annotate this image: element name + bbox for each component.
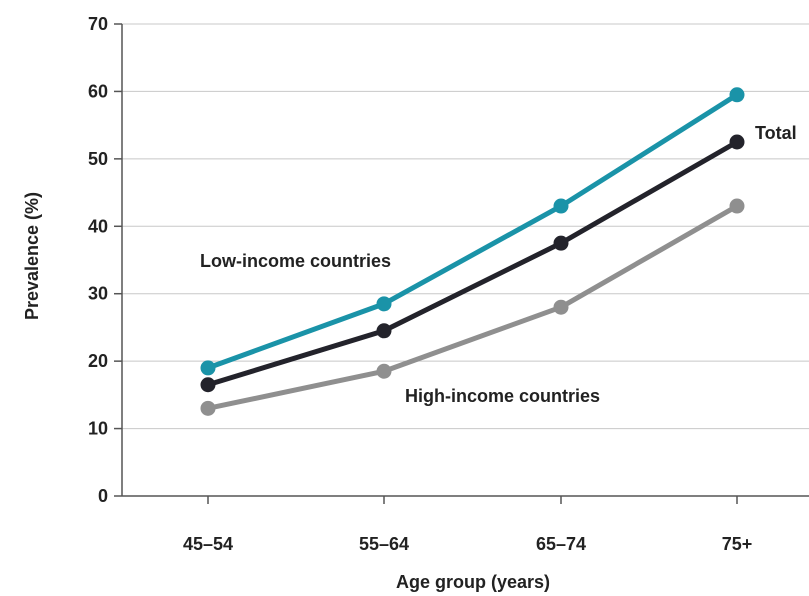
series-lines <box>200 87 745 416</box>
x-axis-title: Age group (years) <box>396 572 550 592</box>
data-point-low-income-countries <box>729 87 745 103</box>
data-point-low-income-countries <box>200 360 216 376</box>
data-point-low-income-countries <box>376 296 392 312</box>
x-tick-label: 65–74 <box>536 534 586 554</box>
series-high-income-countries <box>200 198 745 416</box>
x-tick-label: 75+ <box>722 534 753 554</box>
series-line-low-income-countries <box>205 92 740 371</box>
data-point-high-income-countries <box>729 198 745 214</box>
series-total <box>200 134 745 393</box>
y-tick-label: 60 <box>88 81 108 101</box>
series-label-total: Total <box>755 123 797 143</box>
series-label-low-income-countries: Low-income countries <box>200 251 391 271</box>
x-tick-labels: 45–54 55–64 65–74 75+ <box>183 534 752 554</box>
gridlines <box>122 23 809 430</box>
data-point-high-income-countries <box>376 363 392 379</box>
x-tick-label: 45–54 <box>183 534 233 554</box>
series-line-high-income-countries <box>205 203 740 411</box>
data-point-total <box>200 377 216 393</box>
data-point-total <box>376 323 392 339</box>
series-labels: Low-income countries Total High-income cou… <box>200 123 797 406</box>
data-point-high-income-countries <box>553 299 569 315</box>
data-point-total <box>553 235 569 251</box>
y-tick-labels: 0 10 20 30 40 50 60 70 <box>88 14 108 506</box>
x-tick-label: 55–64 <box>359 534 409 554</box>
data-point-low-income-countries <box>553 198 569 214</box>
data-point-total <box>729 134 745 150</box>
y-tick-label: 70 <box>88 14 108 34</box>
y-tick-label: 30 <box>88 284 108 304</box>
y-tick-label: 40 <box>88 216 108 236</box>
data-point-high-income-countries <box>200 400 216 416</box>
y-axis-title: Prevalence (%) <box>22 192 42 320</box>
axes <box>114 23 809 504</box>
y-tick-label: 50 <box>88 149 108 169</box>
y-tick-label: 10 <box>88 419 108 439</box>
series-low-income-countries <box>200 87 745 376</box>
y-tick-label: 0 <box>98 486 108 506</box>
series-label-high-income-countries: High-income countries <box>405 386 600 406</box>
series-line-total <box>205 139 740 388</box>
y-tick-label: 20 <box>88 351 108 371</box>
